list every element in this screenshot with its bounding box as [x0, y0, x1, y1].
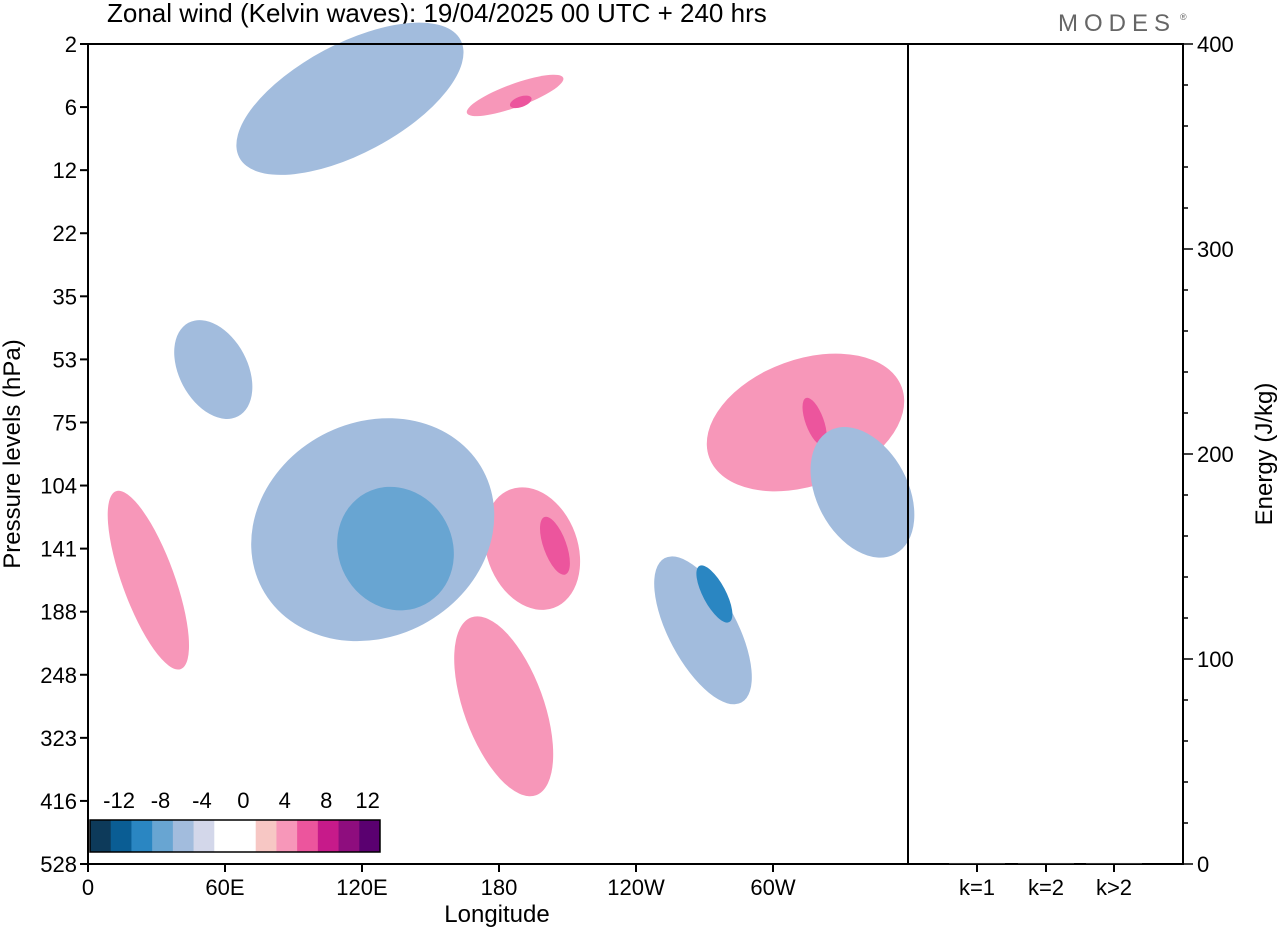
contour-region-13	[174, 320, 253, 419]
x-tick-label: 0	[82, 875, 94, 900]
energy-panel: 0 100 200 300 400 k=1 k=2 k>2 Energy (J/kg)	[907, 32, 1278, 900]
contour-region-5	[107, 490, 190, 670]
x-tick-label: 60W	[750, 875, 795, 900]
y-tick-label: 248	[40, 663, 77, 688]
y-axis-label: Pressure levels (hPa)	[0, 339, 26, 568]
contour-region-6	[466, 74, 564, 117]
colorbar-label: -4	[192, 788, 212, 813]
y-tick-label: 188	[40, 600, 77, 625]
y-tick-label: 2	[65, 32, 77, 57]
x-tick-label: 180	[481, 875, 518, 900]
colorbar-swatch	[152, 820, 174, 852]
energy-bars	[949, 862, 1142, 864]
colorbar: -12 -8 -4 0 4 8 12	[89, 788, 381, 853]
colorbar-frame	[89, 819, 381, 853]
colorbar-swatch	[338, 820, 360, 852]
y-tick-label: 323	[40, 726, 77, 751]
x-tick-label: 120W	[607, 875, 665, 900]
energy-bar	[1086, 862, 1142, 864]
colorbar-label: 12	[355, 788, 379, 813]
heatmap-panel: -12 -8 -4 0 4 8 12 0 60E 120E 180 120W 60W 2 6 12 22 35…	[0, 22, 915, 928]
y-tick-label: 141	[40, 537, 77, 562]
energy-tick-label: 300	[1197, 237, 1234, 262]
y-tick-label: 104	[40, 474, 77, 499]
colorbar-swatch	[90, 820, 112, 852]
y-tick-label: 75	[53, 410, 77, 435]
colorbar-swatch	[297, 820, 319, 852]
energy-y-axis: 0 100 200 300 400	[1183, 32, 1234, 877]
colorbar-swatch	[276, 820, 298, 852]
contour-region-9	[337, 486, 454, 611]
energy-bar	[1018, 862, 1074, 864]
colorbar-swatch	[255, 820, 277, 852]
colorbar-swatch	[359, 820, 381, 852]
contour-region-0	[484, 487, 581, 610]
contour-region-3	[802, 397, 827, 446]
contour-region-1	[539, 516, 570, 575]
energy-x-axis: k=1 k=2 k>2	[959, 864, 1132, 900]
colorbar-label: 0	[237, 788, 249, 813]
energy-tick-label: 200	[1197, 442, 1234, 467]
y-tick-label: 12	[53, 158, 77, 183]
y-tick-label: 416	[40, 789, 77, 814]
colorbar-swatch	[214, 820, 236, 852]
contour-region-14	[236, 22, 464, 175]
logo-registered-mark: ®	[1180, 12, 1187, 22]
colorbar-label: 4	[279, 788, 291, 813]
contour-region-12	[810, 427, 915, 558]
contour-region-4	[454, 616, 554, 797]
colorbar-label: 8	[320, 788, 332, 813]
energy-axis-label: Energy (J/kg)	[1251, 383, 1278, 526]
contour-field	[107, 22, 915, 797]
energy-bar	[949, 862, 1005, 864]
colorbar-swatch	[172, 820, 195, 852]
colorbar-swatch	[193, 820, 215, 852]
colorbar-swatch	[317, 820, 340, 852]
colorbar-swatch	[110, 820, 132, 852]
y-tick-label: 53	[53, 347, 77, 372]
energy-category-label: k>2	[1096, 875, 1132, 900]
colorbar-swatch	[131, 820, 153, 852]
modes-logo: MODES	[1058, 10, 1176, 37]
y-tick-label: 6	[65, 95, 77, 120]
y-tick-label: 22	[53, 221, 77, 246]
y-axis: 2 6 12 22 35 53 75 104 141 188 248 323 416 528	[40, 32, 88, 877]
colorbar-label: -12	[103, 788, 135, 813]
energy-category-label: k=2	[1028, 875, 1064, 900]
contour-region-11	[696, 565, 733, 623]
energy-tick-label: 0	[1197, 852, 1209, 877]
colorbar-swatch	[235, 820, 257, 852]
chart-title: Zonal wind (Kelvin waves): 19/04/2025 00…	[107, 0, 767, 28]
energy-frame	[907, 43, 1184, 865]
x-axis: 0 60E 120E 180 120W 60W	[82, 864, 796, 900]
colorbar-label: -8	[151, 788, 171, 813]
energy-category-label: k=1	[959, 875, 995, 900]
x-tick-label: 120E	[336, 875, 387, 900]
y-tick-label: 35	[53, 284, 77, 309]
energy-tick-label: 400	[1197, 32, 1234, 57]
contour-region-10	[654, 556, 752, 705]
x-axis-label: Longitude	[444, 901, 549, 928]
x-tick-label: 60E	[205, 875, 244, 900]
contour-region-7	[509, 95, 532, 109]
energy-tick-label: 100	[1197, 647, 1234, 672]
y-tick-label: 528	[40, 852, 77, 877]
